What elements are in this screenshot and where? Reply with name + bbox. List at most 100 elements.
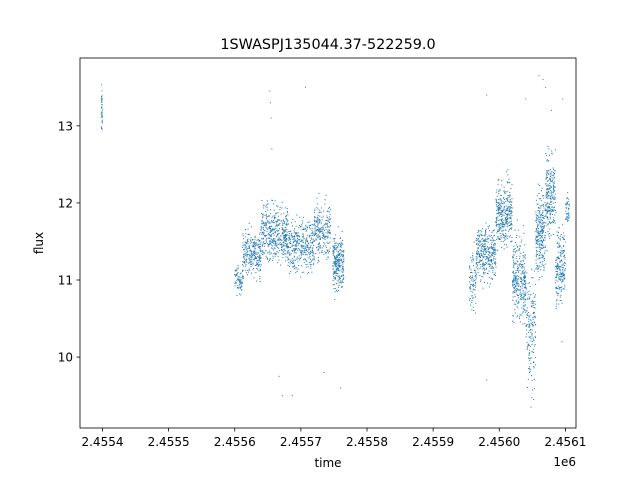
data-point <box>342 254 344 256</box>
data-point <box>283 251 285 253</box>
data-point <box>328 216 330 218</box>
data-point <box>266 257 268 259</box>
data-point <box>332 249 334 251</box>
data-point <box>566 201 568 203</box>
data-point <box>286 208 288 210</box>
data-point <box>506 198 508 200</box>
data-point <box>343 249 345 251</box>
data-point <box>507 225 509 227</box>
data-point <box>513 254 515 256</box>
data-point <box>532 317 534 319</box>
data-point <box>534 357 536 359</box>
data-point <box>503 237 505 239</box>
data-point <box>249 247 251 249</box>
data-point <box>510 218 512 220</box>
data-point <box>339 281 341 283</box>
data-point <box>542 232 544 234</box>
data-point <box>535 337 536 339</box>
data-point <box>514 241 516 243</box>
data-point <box>508 178 510 180</box>
data-point <box>285 245 287 247</box>
data-point <box>563 255 565 257</box>
data-point <box>516 283 518 285</box>
data-point <box>515 276 517 278</box>
data-point <box>303 250 305 252</box>
data-point <box>259 278 261 280</box>
data-point <box>263 238 265 240</box>
data-point <box>332 253 334 255</box>
data-point <box>241 282 243 284</box>
data-point <box>269 234 271 236</box>
data-point <box>257 265 259 267</box>
data-point <box>276 212 278 214</box>
data-point <box>246 239 248 241</box>
data-point <box>477 238 479 240</box>
data-point <box>560 289 562 291</box>
data-point <box>535 256 537 258</box>
data-point <box>328 211 330 213</box>
data-point <box>526 313 528 315</box>
data-point <box>545 152 547 154</box>
data-point <box>511 207 513 209</box>
data-point <box>312 264 314 266</box>
data-point <box>492 255 494 257</box>
data-point <box>535 240 537 242</box>
data-point <box>283 248 285 250</box>
data-point <box>475 263 477 265</box>
data-point <box>244 245 246 247</box>
data-point <box>547 233 549 235</box>
data-point <box>244 254 246 256</box>
data-point <box>297 247 299 249</box>
data-point <box>484 239 486 241</box>
data-point <box>487 282 489 284</box>
data-point <box>472 285 474 287</box>
data-point <box>535 250 537 252</box>
data-point <box>306 239 308 241</box>
data-point <box>559 246 561 248</box>
data-point <box>266 258 268 260</box>
data-point <box>302 222 304 224</box>
data-point <box>272 241 274 243</box>
data-point <box>566 197 568 199</box>
data-point <box>535 268 537 270</box>
data-point <box>302 233 304 235</box>
data-point <box>513 291 515 293</box>
data-point <box>272 240 274 242</box>
data-point <box>517 249 519 251</box>
data-point <box>558 257 560 259</box>
data-point <box>234 270 236 271</box>
data-point <box>266 200 268 202</box>
data-point <box>246 249 248 251</box>
data-point <box>276 244 278 246</box>
data-point <box>246 254 248 256</box>
data-point <box>567 220 569 222</box>
data-point <box>289 246 291 248</box>
data-point <box>519 270 521 272</box>
data-point <box>536 251 538 253</box>
data-point <box>294 248 296 250</box>
data-point <box>264 234 266 236</box>
data-point <box>490 260 492 262</box>
data-point <box>258 246 260 248</box>
data-point <box>477 272 479 274</box>
data-point <box>547 170 549 172</box>
data-point <box>554 186 556 188</box>
data-point <box>308 227 310 229</box>
data-point <box>535 324 537 326</box>
data-point <box>317 237 319 239</box>
data-point <box>236 282 238 284</box>
data-point <box>530 357 532 359</box>
data-point <box>265 225 267 227</box>
data-point <box>319 245 321 247</box>
data-point <box>101 115 103 117</box>
data-point <box>520 298 522 300</box>
data-point <box>289 230 291 232</box>
data-point <box>296 270 298 272</box>
data-point <box>501 219 503 221</box>
data-point <box>561 247 563 249</box>
data-point <box>499 199 501 201</box>
data-point <box>505 205 507 207</box>
data-point <box>317 256 319 258</box>
data-point <box>301 239 303 241</box>
data-point <box>313 212 315 214</box>
